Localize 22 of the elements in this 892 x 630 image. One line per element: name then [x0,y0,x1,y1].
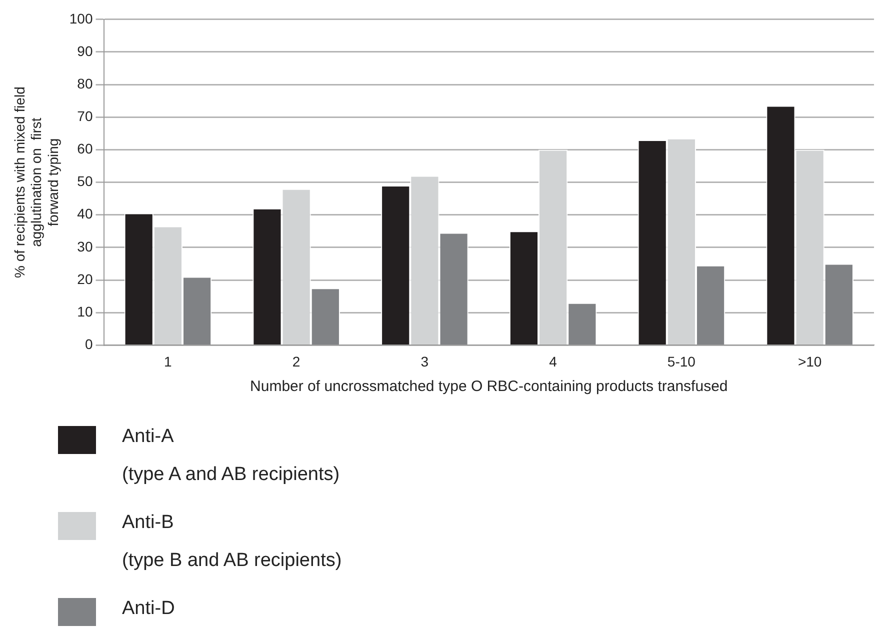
y-tick-label: 100 [69,10,93,26]
y-tick-label: 0 [84,336,93,352]
legend-label: Anti-A (type A and AB recipients) [122,425,340,487]
y-tick-label: 50 [77,173,93,190]
y-tick-label: 20 [77,270,93,287]
y-tick-label: 10 [77,303,93,320]
x-tick-label: 1 [164,353,172,370]
y-tick-label: 70 [77,108,93,124]
x-tick-label: 2 [292,353,300,370]
y-tick-label: 40 [77,206,93,222]
x-tick-label: 4 [549,353,558,370]
x-tick-label: 5-10 [667,353,696,370]
x-tick-label: 3 [420,353,429,370]
legend-label: Anti-D [122,597,175,621]
legend-label: Anti-B (type B and AB recipients) [122,511,342,573]
x-axis-title: Number of uncrossmatched type O RBC-containing products transfused [250,378,728,396]
x-tick-label: >10 [798,353,822,370]
y-tick-label: 90 [77,42,93,59]
y-tick-label: 30 [77,238,93,254]
y-tick-label: 60 [77,140,93,157]
y-tick-label: 80 [77,75,93,92]
y-axis-title: % of recipients with mixed field agglutination on first forward typing [11,86,61,278]
